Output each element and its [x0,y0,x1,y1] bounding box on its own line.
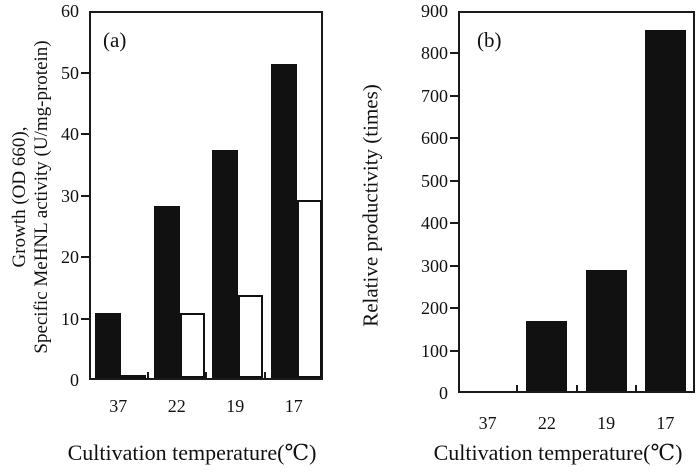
y-tick-label: 40 [61,124,79,144]
x-tick-mark [146,372,149,378]
y-tick-label: 50 [61,62,79,83]
x-category-label: 37 [478,413,497,433]
x-category-label: 17 [656,413,675,433]
y-tick-label: 400 [421,213,448,234]
panel-label-a: (a) [103,28,127,52]
x-tick-mark [205,372,207,378]
bar-black-filled-bars [585,270,627,391]
y-tick-label: 60 [61,1,79,21]
y-tick-mark [450,222,458,225]
y-tick-label: 0 [70,370,79,390]
bar-black-filled-bars [95,313,121,378]
x-tick-mark [516,385,519,391]
x-category-label: 17 [284,396,303,416]
bar-black-filled-bars [212,150,238,378]
y-tick-label: 600 [421,128,448,149]
y-tick-label: 0 [439,383,448,403]
y-tick-mark [81,71,89,74]
y-tick-mark [450,137,458,140]
y-tick-label: 200 [421,298,448,319]
panel-label-b: (b) [477,28,502,52]
y-tick-mark [450,264,458,267]
y-tick-mark [81,317,89,320]
x-category-label: 19 [226,396,245,416]
x-tick-mark [634,385,637,391]
x-category-label: 22 [537,413,556,433]
y-tick-mark [450,179,458,182]
bar-white-open-bars [121,374,146,379]
y-tick-mark [81,133,89,135]
y-tick-label: 500 [421,170,448,191]
bar-black-filled-bars [526,320,568,391]
y-tick-mark [81,256,89,258]
y-axis-label-b-line1: Relative productivity (times) [358,84,383,327]
y-tick-mark [450,349,458,352]
x-axis-title-a: Cultivation temperature(℃) [67,440,317,465]
x-category-label: 22 [167,396,186,416]
y-tick-label: 800 [421,43,448,64]
y-tick-label: 300 [421,255,448,276]
y-tick-mark [450,94,458,97]
x-tick-mark [263,372,266,378]
y-tick-label: 100 [421,340,448,361]
y-axis-label-b: Relative productivity (times) [359,0,384,416]
x-category-label: 37 [109,396,128,416]
bar-black-filled-bars [153,205,180,378]
y-tick-label: 900 [421,1,448,21]
y-tick-label: 20 [61,247,79,267]
bar-white-open-bars [179,313,205,378]
bar-white-open-bars [296,199,322,378]
bar-black-filled-bars [644,30,686,391]
x-category-label: 19 [597,413,616,433]
y-tick-label: 700 [421,85,448,106]
x-tick-mark [575,385,578,391]
bar-black-filled-bars [270,64,297,378]
y-tick-mark [81,194,89,197]
x-axis-title-b: Cultivation temperature(℃) [433,440,683,465]
y-tick-mark [450,307,458,310]
y-tick-mark [450,52,458,55]
y-tick-label: 30 [61,185,79,206]
y-tick-label: 10 [61,308,79,329]
bar-white-open-bars [238,294,263,378]
